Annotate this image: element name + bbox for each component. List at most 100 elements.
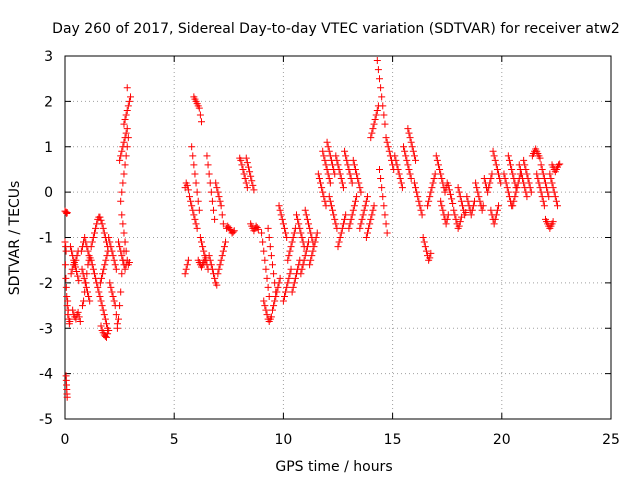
- data-point: [510, 197, 518, 205]
- data-point: [195, 206, 203, 214]
- data-point: [78, 302, 86, 310]
- data-point: [457, 197, 465, 205]
- data-point: [102, 256, 110, 264]
- data-point: [276, 274, 284, 282]
- data-point: [285, 274, 293, 282]
- data-point: [111, 261, 119, 269]
- data-point: [61, 238, 69, 246]
- data-point: [219, 247, 227, 255]
- data-point: [513, 184, 521, 192]
- data-point: [332, 152, 340, 160]
- data-point: [127, 93, 135, 101]
- data-point: [428, 184, 436, 192]
- data-point: [407, 138, 415, 146]
- data-point: [445, 186, 453, 194]
- data-point: [485, 184, 493, 192]
- data-point: [369, 206, 377, 214]
- data-point: [67, 270, 75, 278]
- data-point: [294, 215, 302, 223]
- data-point: [468, 206, 476, 214]
- data-point: [456, 218, 464, 226]
- data-point: [120, 138, 128, 146]
- data-point: [334, 161, 342, 169]
- data-point: [217, 256, 225, 264]
- data-point: [433, 156, 441, 164]
- data-point: [367, 215, 375, 223]
- data-point: [90, 270, 98, 278]
- data-point: [230, 227, 238, 235]
- chart-title: Day 260 of 2017, Sidereal Day-to-day VTE…: [52, 21, 620, 37]
- data-point: [403, 156, 411, 164]
- data-point: [550, 188, 558, 196]
- data-point: [380, 111, 388, 119]
- data-point: [298, 234, 306, 241]
- data-point: [377, 84, 385, 92]
- data-point: [82, 283, 90, 291]
- data-point: [342, 152, 350, 160]
- data-point: [183, 181, 191, 189]
- data-point: [192, 179, 200, 187]
- data-point: [348, 179, 356, 187]
- data-point: [260, 297, 268, 305]
- data-point: [354, 175, 362, 183]
- y-tick-label: 2: [44, 94, 53, 110]
- data-point: [284, 256, 292, 264]
- data-point: [249, 181, 257, 189]
- data-point: [342, 211, 350, 219]
- data-point: [190, 211, 198, 219]
- data-point: [357, 220, 365, 228]
- data-point: [246, 168, 254, 176]
- data-point: [357, 188, 365, 196]
- data-point: [553, 202, 561, 210]
- data-point: [212, 179, 220, 187]
- data-point: [326, 179, 334, 187]
- data-point: [309, 247, 317, 255]
- data-point: [267, 313, 275, 321]
- data-point: [191, 170, 199, 178]
- data-point: [329, 206, 337, 214]
- data-point: [191, 215, 199, 223]
- data-point: [355, 179, 363, 187]
- data-point: [332, 220, 340, 228]
- data-point: [442, 220, 450, 228]
- data-point: [220, 243, 228, 251]
- data-point: [490, 220, 498, 228]
- data-point: [489, 147, 497, 155]
- data-point: [349, 156, 357, 164]
- data-point: [368, 211, 376, 219]
- x-tick-label: 10: [274, 432, 292, 448]
- data-point: [469, 202, 477, 210]
- data-point: [282, 288, 290, 296]
- data-point: [491, 215, 499, 223]
- data-point: [358, 215, 366, 223]
- data-point: [346, 170, 354, 178]
- data-point: [124, 102, 132, 110]
- data-point: [416, 202, 424, 210]
- data-point: [120, 170, 128, 178]
- data-point: [89, 234, 97, 241]
- data-point: [92, 274, 100, 282]
- data-point: [467, 211, 475, 219]
- data-point: [98, 220, 106, 228]
- data-point: [181, 270, 189, 278]
- data-point: [263, 274, 271, 282]
- data-point: [102, 320, 110, 328]
- data-point: [74, 272, 82, 280]
- data-point: [204, 161, 212, 169]
- data-point: [421, 243, 429, 251]
- data-point: [108, 288, 116, 296]
- data-point: [422, 247, 430, 255]
- data-point: [264, 283, 272, 291]
- data-point: [109, 292, 117, 300]
- y-tick-label: 0: [44, 185, 53, 201]
- data-point: [96, 292, 104, 300]
- data-point: [118, 211, 126, 219]
- data-point: [120, 229, 128, 237]
- data-point: [382, 134, 390, 142]
- data-point: [213, 281, 221, 289]
- data-point: [219, 220, 227, 228]
- data-point: [319, 188, 327, 196]
- data-point: [115, 238, 123, 246]
- data-point: [439, 206, 447, 214]
- data-point: [66, 243, 74, 251]
